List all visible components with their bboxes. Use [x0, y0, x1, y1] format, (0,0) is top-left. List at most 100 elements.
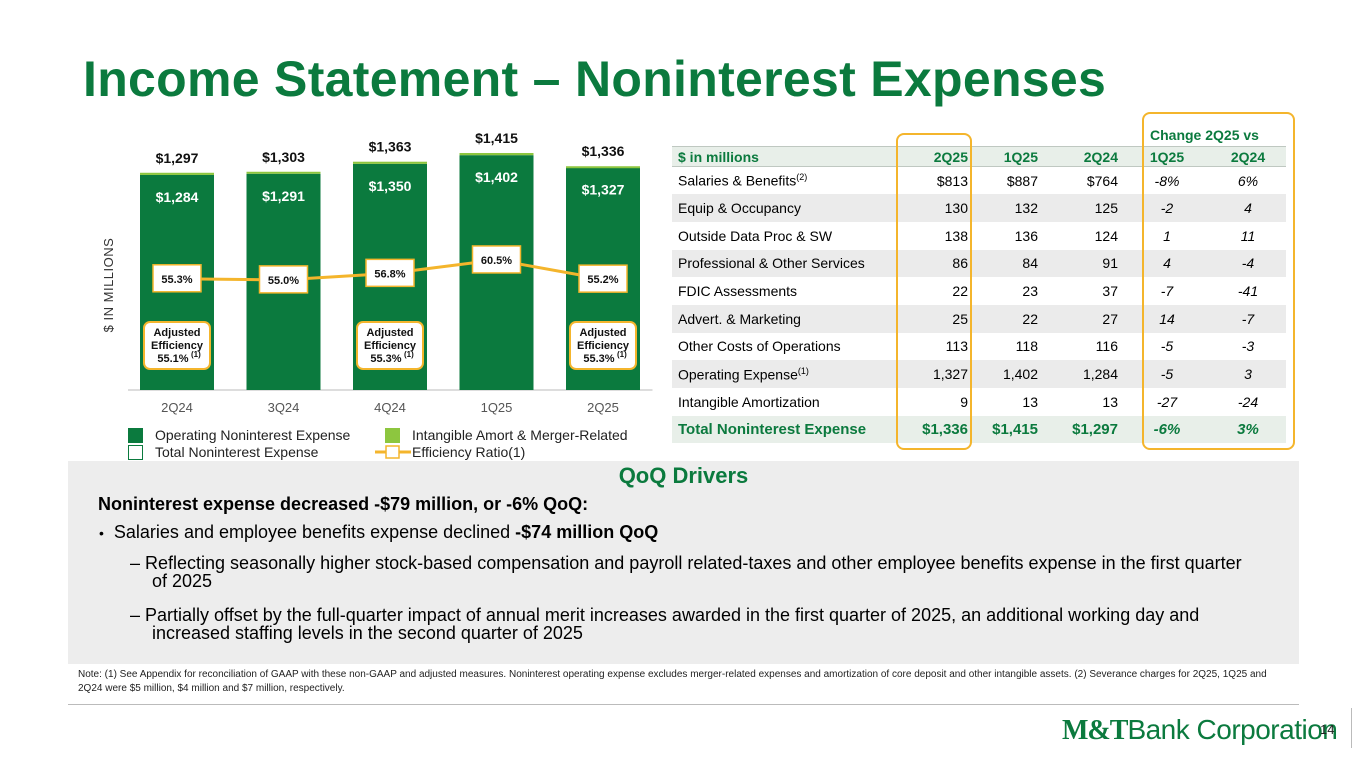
table-cell: 4: [1210, 194, 1286, 222]
bar-total-label: $1,415: [475, 130, 518, 146]
bar-total-label: $1,336: [582, 143, 625, 159]
total-cell: $1,297: [1044, 415, 1124, 444]
row-label: Advert. & Marketing: [672, 304, 890, 333]
bar-intangible: [459, 153, 534, 156]
table-cell: 13: [1022, 393, 1038, 410]
table-cell: -4: [1210, 249, 1286, 278]
table-row: Professional & Other Services 86 84 91 4 -4: [672, 249, 1286, 278]
table-cell: 130: [890, 194, 974, 222]
row-label: Equip & Occupancy: [672, 194, 890, 222]
qoq-drivers-panel: QoQ Drivers Noninterest expense decrease…: [68, 461, 1299, 664]
efficiency-label: 55.3%: [161, 274, 192, 286]
table-cell: 1,402: [974, 360, 1044, 388]
row-label: Operating Expense(1): [672, 360, 890, 388]
legend-intangible-label: Intangible Amort & Merger-Related: [412, 427, 628, 443]
row-label-text: Equip & Occupancy: [678, 200, 801, 217]
footer-divider: [68, 704, 1299, 705]
column-header: 1Q25: [1124, 146, 1210, 167]
adjusted-efficiency-line2: Efficiency: [151, 340, 204, 352]
x-tick-label: 1Q25: [481, 400, 513, 415]
efficiency-label: 56.8%: [374, 268, 405, 280]
table-cell: 9: [960, 393, 968, 410]
y-axis-label: $ IN MILLIONS: [101, 238, 116, 333]
table-cell: -5: [1160, 338, 1174, 355]
legend-swatch-efficiency: [375, 445, 411, 459]
legend-efficiency-label: Efficiency Ratio(1): [412, 444, 526, 460]
table-cell: -24: [1237, 393, 1259, 410]
drivers-sub2: – Partially offset by the full-quarter i…: [130, 606, 1250, 642]
drivers-heading: QoQ Drivers: [618, 463, 749, 488]
bar-total-label: $1,363: [369, 139, 412, 155]
bar-total-label: $1,303: [262, 149, 305, 165]
table-cell: 84: [974, 249, 1044, 278]
bar-total-label: $1,297: [156, 150, 199, 166]
adjusted-efficiency-footnote: (1): [617, 350, 627, 359]
x-tick-label: 3Q24: [268, 400, 300, 415]
total-cell: 3%: [1210, 415, 1286, 444]
table-cell: 116: [1095, 338, 1118, 355]
table-cell: $813: [936, 172, 968, 189]
table-row: Salaries & Benefits(2) $813 $887 $764 -8% 6%: [672, 167, 1286, 195]
table-cell: 22: [974, 304, 1044, 333]
table-cell: $887: [1006, 172, 1038, 189]
table-cell: -7: [1160, 283, 1174, 300]
bullet-dot: •: [99, 525, 104, 541]
bar-operating-label: $1,350: [369, 178, 412, 194]
efficiency-marker: [152, 264, 202, 293]
adjusted-efficiency-line2: Efficiency: [577, 340, 630, 352]
page-number: 14: [1320, 722, 1335, 737]
page-title: Income Statement – Noninterest Expenses: [83, 51, 1107, 107]
table-cell: 1,284: [1044, 360, 1124, 388]
row-label-text: Other Costs of Operations: [678, 338, 841, 355]
table-cell: -5: [1124, 360, 1210, 388]
row-label: Salaries & Benefits(2): [672, 167, 890, 195]
adjusted-efficiency-line2: Efficiency: [364, 340, 417, 352]
table-cell: $764: [1086, 172, 1118, 189]
table-cell: 37: [1102, 283, 1118, 300]
row-label: Professional & Other Services: [672, 249, 890, 278]
table-cell: -3: [1241, 338, 1255, 355]
total-row: Total Noninterest Expense $1,336 $1,415 $1,…: [672, 415, 1286, 444]
row-label: Intangible Amortization: [672, 388, 890, 416]
bar-operating-label: $1,284: [156, 189, 199, 205]
sub1-text: Reflecting seasonally higher stock-based…: [145, 553, 1242, 591]
table-cell: 23: [1022, 283, 1038, 300]
bar-intangible: [353, 161, 427, 164]
table-cell: 1: [1163, 227, 1171, 244]
efficiency-marker: [258, 265, 309, 294]
dash-2: –: [130, 605, 146, 625]
efficiency-label: 55.0%: [268, 275, 299, 287]
legend-total: Total Noninterest Expense: [128, 444, 318, 460]
row-label-text: Outside Data Proc & SW: [678, 227, 833, 244]
bar-intangible: [140, 172, 214, 175]
legend-operating: Operating Noninterest Expense: [128, 427, 350, 443]
efficiency-marker: [578, 264, 628, 293]
table-cell: 22: [952, 283, 968, 300]
table-cell: 113: [945, 338, 968, 355]
table-row: Outside Data Proc & SW 138 136 124 1 11: [672, 222, 1286, 250]
drivers-headline: Noninterest expense decreased -$79 milli…: [98, 494, 589, 514]
table-cell: 86: [890, 249, 974, 278]
table-row: FDIC Assessments 22 23 37 -7 -41: [672, 277, 1286, 305]
table-cell: 132: [974, 194, 1044, 222]
dash-1: –: [130, 553, 146, 573]
table-row: Operating Expense(1) 1,327 1,402 1,284 -5 3: [672, 360, 1286, 388]
drivers-bullet: • Salaries and employee benefits expense …: [99, 522, 658, 543]
total-label: Total Noninterest Expense: [672, 415, 890, 444]
logo-text: Bank Corporation: [1127, 714, 1338, 745]
column-header: $ in millions: [672, 146, 890, 167]
row-label-text: Intangible Amortization: [678, 393, 820, 410]
legend-intangible: Intangible Amort & Merger-Related: [385, 427, 628, 443]
table-cell: 118: [1015, 338, 1038, 355]
adjusted-efficiency-value: 55.3%: [583, 353, 614, 365]
row-label-text: FDIC Assessments: [678, 283, 798, 300]
adjusted-efficiency-line1: Adjusted: [579, 327, 626, 339]
table-cell: 4: [1124, 249, 1210, 278]
legend-swatch-total: [128, 444, 143, 460]
adjusted-efficiency-value: 55.1%: [157, 353, 188, 365]
table-cell: 136: [1014, 227, 1038, 244]
row-label-text: Advert. & Marketing: [678, 310, 801, 327]
legend-total-label: Total Noninterest Expense: [155, 444, 319, 460]
adjusted-efficiency-footnote: (1): [191, 350, 201, 359]
table-cell: 14: [1124, 304, 1210, 333]
